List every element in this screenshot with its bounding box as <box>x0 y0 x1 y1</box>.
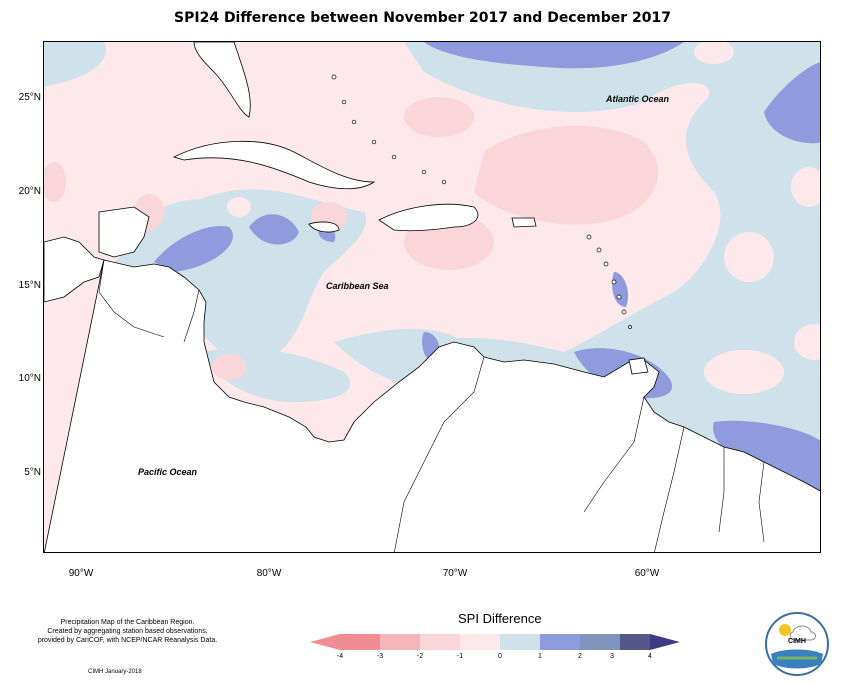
lat-label-25n: 25°N <box>18 92 41 103</box>
legend-tick: -2 <box>416 653 424 660</box>
pacific-ocean-label: Pacific Ocean <box>138 467 198 477</box>
country-borders <box>98 259 765 552</box>
legend-tick: -1 <box>456 653 464 660</box>
credit-line-2: Created by aggregating station based obs… <box>47 628 208 635</box>
logo-emblem <box>765 612 829 676</box>
legend-arrow-left <box>310 634 340 650</box>
credit-line-1: Precipitation Map of the Caribbean Regio… <box>60 619 195 626</box>
legend-tick: 4 <box>648 653 652 660</box>
legend-arrow-right <box>650 634 680 650</box>
lon-label-80w: 80°W <box>256 568 282 579</box>
legend-colorbar <box>310 634 680 650</box>
credit-text: Precipitation Map of the Caribbean Regio… <box>10 618 245 645</box>
legend-swatch-7 <box>580 634 620 650</box>
legend-tick: 0 <box>498 653 502 660</box>
spi-negative-shading <box>44 97 659 380</box>
legend-tick: 3 <box>610 653 614 660</box>
lat-label-20n: 20°N <box>18 186 41 197</box>
legend-title: SPI Difference <box>458 611 542 626</box>
lat-label-5n: 5°N <box>24 467 41 478</box>
logo-text: CIMH <box>788 638 806 645</box>
legend-swatch-5 <box>500 634 540 650</box>
legend-swatch-1 <box>340 634 380 650</box>
legend-tick: 2 <box>578 653 582 660</box>
lat-label-10n: 10°N <box>18 373 41 384</box>
legend-swatch-6 <box>540 634 580 650</box>
map-title: SPI24 Difference between November 2017 a… <box>174 10 671 26</box>
atlantic-ocean-label: Atlantic Ocean <box>606 94 670 104</box>
cimh-logo: CIMH <box>763 610 831 678</box>
lon-label-70w: 70°W <box>442 568 468 579</box>
legend-swatch-2 <box>380 634 420 650</box>
lat-label-15n: 15°N <box>18 280 41 291</box>
legend-swatch-3 <box>420 634 460 650</box>
credit-line-3: provided by CariCOF, with NCEP/NCAR Rean… <box>37 637 218 644</box>
map-area[interactable] <box>43 41 821 553</box>
legend-tick: -3 <box>376 653 384 660</box>
spi-small-negative-shading <box>227 169 820 217</box>
legend-swatch-4 <box>460 634 500 650</box>
lon-label-90w: 90°W <box>68 568 94 579</box>
credit-date: CIMH January-2018 <box>88 669 142 675</box>
caribbean-sea-label: Caribbean Sea <box>326 281 389 291</box>
legend-tick: -4 <box>336 653 344 660</box>
lon-label-60w: 60°W <box>634 568 660 579</box>
legend-swatch-8 <box>620 634 650 650</box>
small-islands <box>331 74 632 329</box>
legend-tick: 1 <box>538 653 542 660</box>
spi-positive-shading <box>154 42 820 498</box>
land-masses <box>44 42 820 552</box>
map-canvas <box>44 42 820 552</box>
